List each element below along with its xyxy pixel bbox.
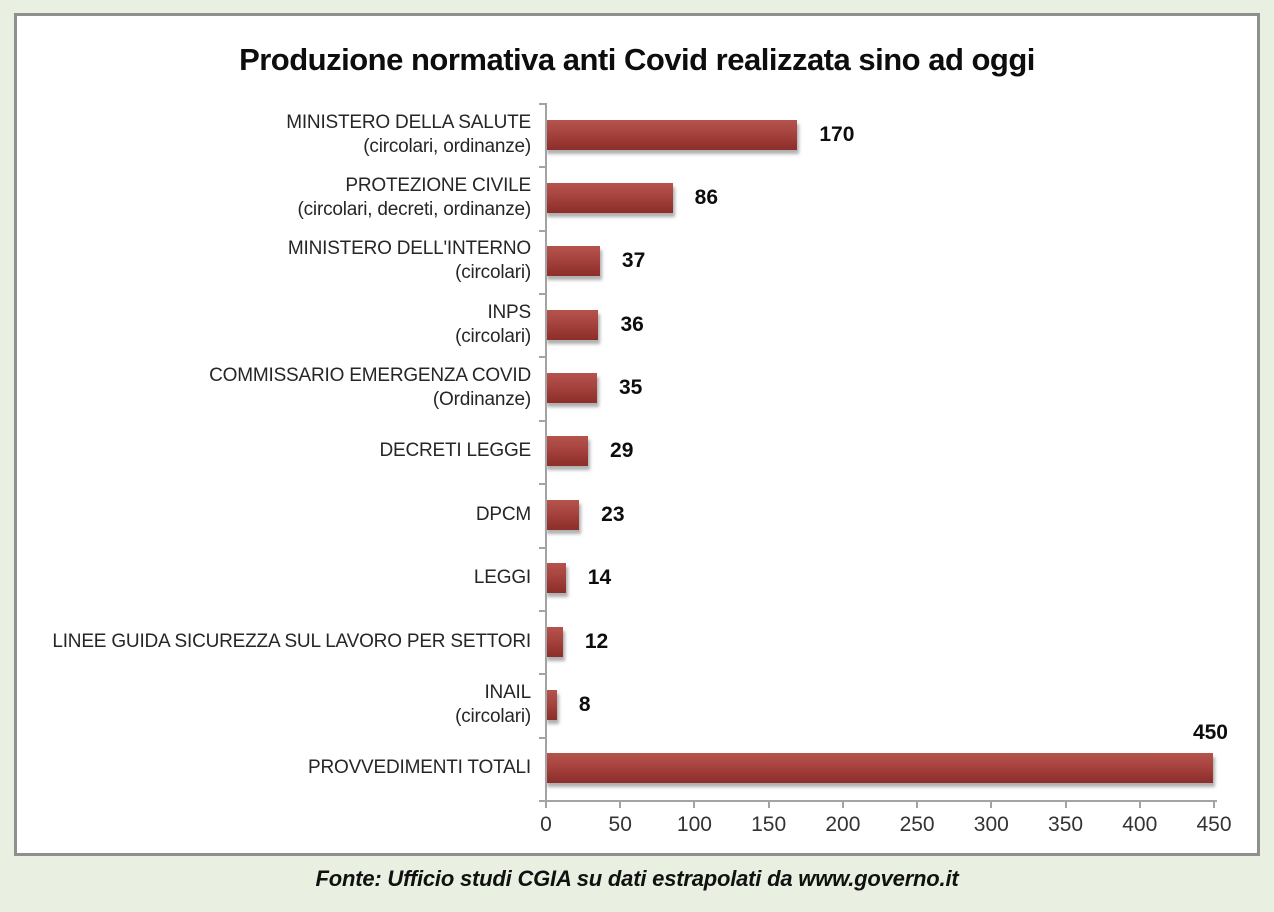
bar xyxy=(545,183,673,214)
x-axis-tick-label: 50 xyxy=(608,812,632,836)
source-note: Fonte: Ufficio studi CGIA su dati estrap… xyxy=(315,866,959,891)
value-label: 170 xyxy=(819,122,855,146)
bar xyxy=(545,436,589,467)
x-axis-tick xyxy=(545,801,547,808)
category-label: LINEE GUIDA SICUREZZA SUL LAVORO PER SET… xyxy=(52,630,531,652)
y-axis-tick xyxy=(539,293,545,295)
bar-zone: 23 xyxy=(545,483,1257,546)
x-axis-tick xyxy=(693,801,696,808)
x-axis-tick-label: 400 xyxy=(1122,812,1158,836)
y-axis-tick xyxy=(539,673,545,675)
bar xyxy=(545,309,599,340)
x-axis-tick xyxy=(1064,801,1067,808)
bar-zone: 14 xyxy=(545,547,1257,610)
category-label: INPS (circolari) xyxy=(455,301,531,347)
y-axis-tick xyxy=(539,103,545,105)
category-label: MINISTERO DELL'INTERNO (circolari) xyxy=(287,238,531,284)
bar-zone: 36 xyxy=(545,293,1257,356)
bar-zone: 35 xyxy=(545,356,1257,419)
bar-zone: 86 xyxy=(545,166,1257,229)
chart-container: Produzione normativa anti Covid realizza… xyxy=(14,13,1260,856)
x-axis-tick-label: 0 xyxy=(540,812,552,836)
bar-zone: 8 xyxy=(545,673,1257,736)
bar-zone: 29 xyxy=(545,420,1257,483)
y-axis-tick xyxy=(539,356,545,358)
bar xyxy=(545,689,557,720)
chart-row: MINISTERO DELL'INTERNO (circolari) 37 xyxy=(17,230,1257,293)
value-label: 36 xyxy=(620,312,644,336)
plot-area: MINISTERO DELLA SALUTE (circolari, ordina… xyxy=(17,103,1257,848)
value-label: 29 xyxy=(610,439,634,463)
category-label: DECRETI LEGGE xyxy=(379,440,531,462)
value-label: 450 xyxy=(1192,720,1228,744)
bar xyxy=(545,119,798,150)
category-label: LEGGI xyxy=(473,567,531,589)
bar xyxy=(545,563,566,594)
x-axis-tick xyxy=(767,801,770,808)
category-label: PROVVEDIMENTI TOTALI xyxy=(308,757,531,779)
y-axis-tick xyxy=(539,166,545,168)
x-axis-tick-label: 150 xyxy=(751,812,787,836)
bar xyxy=(545,626,563,657)
chart-row: DECRETI LEGGE 29 xyxy=(17,420,1257,483)
chart-row: PROTEZIONE CIVILE (circolari, decreti, or… xyxy=(17,166,1257,229)
x-axis-line xyxy=(539,799,1217,802)
bar-zone: 170 xyxy=(545,103,1257,166)
bar-zone: 37 xyxy=(545,230,1257,293)
value-label: 86 xyxy=(694,186,719,210)
x-axis-tick-label: 300 xyxy=(973,812,1009,836)
x-axis-tick xyxy=(619,801,622,808)
value-label: 23 xyxy=(601,502,625,526)
category-label: MINISTERO DELLA SALUTE (circolari, ordina… xyxy=(286,111,531,157)
chart-row: INAIL (circolari) 8 xyxy=(17,673,1257,736)
x-axis-tick-label: 350 xyxy=(1048,812,1084,836)
value-label: 8 xyxy=(578,692,591,716)
y-axis-tick xyxy=(539,230,545,232)
x-axis-tick-label: 250 xyxy=(899,812,935,836)
y-axis-tick xyxy=(539,483,545,485)
category-label: PROTEZIONE CIVILE (circolari, decreti, or… xyxy=(297,175,532,221)
category-label: DPCM xyxy=(475,503,531,525)
bar xyxy=(545,753,1213,784)
value-label: 37 xyxy=(621,249,646,273)
y-axis-tick xyxy=(539,610,545,612)
y-axis-tick xyxy=(539,737,545,739)
value-label: 14 xyxy=(587,566,612,590)
bar xyxy=(545,373,597,404)
x-axis-tick-label: 100 xyxy=(676,812,712,836)
bar-zone: 12 xyxy=(545,610,1257,673)
bars-region: MINISTERO DELLA SALUTE (circolari, ordina… xyxy=(17,103,1257,800)
x-axis-tick-label: 200 xyxy=(825,812,861,836)
y-axis-tick xyxy=(539,547,545,549)
x-axis-tick xyxy=(1213,801,1215,808)
x-axis-tick xyxy=(916,801,919,808)
x-axis-tick xyxy=(841,801,844,808)
bar-zone: 450 xyxy=(545,721,1257,800)
value-label: 12 xyxy=(584,629,609,653)
x-axis-tick xyxy=(1138,801,1141,808)
chart-row: COMMISSARIO EMERGENZA COVID (Ordinanze) 35 xyxy=(17,356,1257,419)
chart-row: LINEE GUIDA SICUREZZA SUL LAVORO PER SET… xyxy=(17,610,1257,673)
value-label: 35 xyxy=(618,376,643,400)
chart-row: LEGGI 14 xyxy=(17,547,1257,610)
chart-title: Produzione normativa anti Covid realizza… xyxy=(239,42,1035,77)
chart-row: PROVVEDIMENTI TOTALI 450 xyxy=(17,721,1257,800)
category-label: INAIL (circolari) xyxy=(455,681,531,727)
chart-row: MINISTERO DELLA SALUTE (circolari, ordina… xyxy=(17,103,1257,166)
bar xyxy=(545,499,580,530)
chart-row: INPS (circolari) 36 xyxy=(17,293,1257,356)
y-axis-line xyxy=(545,103,547,802)
y-axis-tick xyxy=(539,420,545,422)
category-label: COMMISSARIO EMERGENZA COVID (Ordinanze) xyxy=(209,365,531,411)
x-axis-tick-label: 450 xyxy=(1196,812,1232,836)
x-axis-tick xyxy=(990,801,993,808)
bar xyxy=(545,246,600,277)
chart-row: DPCM 23 xyxy=(17,483,1257,546)
